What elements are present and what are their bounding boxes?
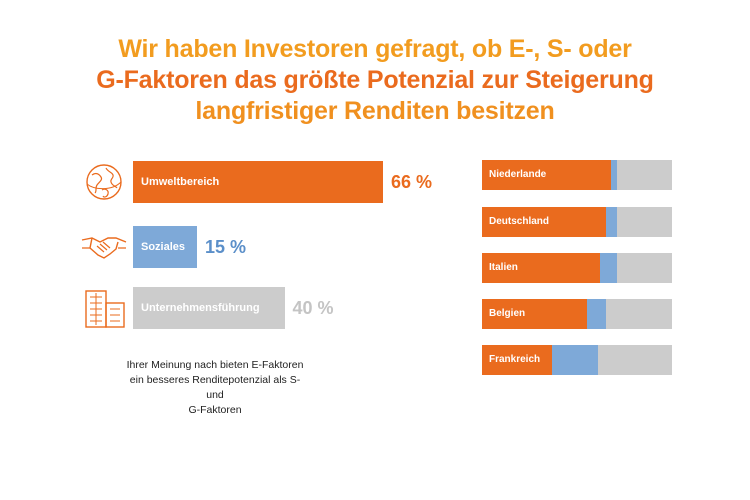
note-line-2: ein besseres Renditepotenzial als S- und (129, 374, 301, 401)
country-bar-niederlande: Niederlande (482, 160, 672, 190)
country-label: Niederlande (489, 169, 547, 180)
bar-value-label: 40 % (292, 298, 334, 318)
bar-umweltbereich: Umweltbereich (133, 161, 383, 203)
segment-governance (597, 345, 672, 375)
country-bar-frankreich: Frankreich (482, 345, 672, 375)
country-label: Deutschland (489, 216, 550, 227)
chart-title: Wir haben Investoren gefragt, ob E-, S- … (0, 34, 750, 127)
bar-value-label: 15 % (205, 237, 247, 257)
title-line-1: Wir haben Investoren gefragt, ob E-, S- … (118, 35, 632, 63)
country-label: Frankreich (489, 354, 541, 365)
note-line-3: G-Faktoren (188, 404, 242, 416)
segment-environment (482, 207, 606, 237)
country-bar-belgien: Belgien (482, 299, 672, 329)
note-line-1: Ihrer Meinung nach bieten E-Faktoren (126, 359, 304, 371)
segment-social (586, 299, 606, 329)
segment-social (611, 160, 617, 190)
bar-soziales: Soziales (133, 226, 197, 268)
bar-value-label: 66 % (391, 172, 433, 192)
title-line-3: langfristiger Renditen besitzen (195, 97, 555, 125)
buildings-icon (85, 290, 125, 328)
bar-label: Umweltbereich (141, 176, 220, 188)
segment-environment (482, 253, 600, 283)
country-bar-deutschland: Deutschland (482, 207, 672, 237)
segment-environment (482, 345, 553, 375)
bar-label: Soziales (141, 241, 186, 253)
country-bar-italien: Italien (482, 253, 672, 283)
segment-social (599, 253, 617, 283)
segment-governance (616, 160, 672, 190)
globe-icon (86, 164, 122, 200)
country-label: Italien (489, 262, 518, 273)
segment-governance (605, 299, 672, 329)
handshake-icon (81, 237, 127, 259)
segment-governance (616, 253, 672, 283)
bar-label: Unternehmensführung (141, 302, 260, 314)
segment-environment (482, 299, 587, 329)
segment-governance (616, 207, 672, 237)
segment-environment (482, 160, 612, 190)
bar-unternehmensführung: Unternehmensführung (133, 287, 285, 329)
title-line-2: G-Faktoren das größte Potenzial zur Stei… (96, 66, 654, 94)
country-label: Belgien (489, 308, 526, 319)
segment-social (552, 345, 598, 375)
segment-social (605, 207, 617, 237)
chart-note: Ihrer Meinung nach bieten E-Faktoren ein… (120, 358, 310, 418)
